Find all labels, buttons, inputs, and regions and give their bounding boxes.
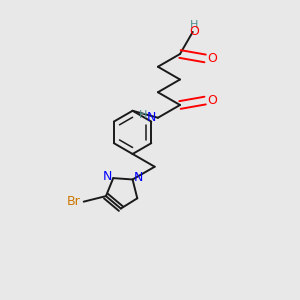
Text: N: N — [133, 171, 143, 184]
Text: O: O — [208, 52, 218, 65]
Text: O: O — [189, 25, 199, 38]
Text: H: H — [139, 110, 147, 120]
Text: O: O — [208, 94, 218, 107]
Text: N: N — [103, 170, 112, 183]
Text: N: N — [147, 111, 156, 124]
Text: H: H — [190, 20, 198, 30]
Text: Br: Br — [67, 195, 81, 208]
